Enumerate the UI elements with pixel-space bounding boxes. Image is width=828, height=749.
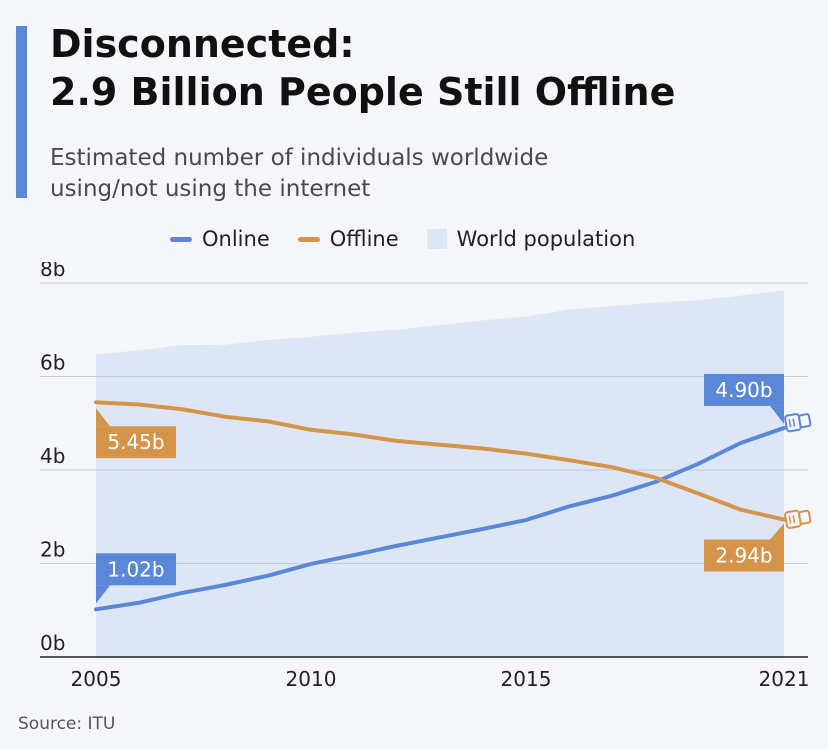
y-tick-label: 6b bbox=[40, 351, 65, 375]
callout-pointer bbox=[770, 405, 784, 424]
legend-swatch-offline bbox=[297, 236, 320, 242]
chart-subtitle: Estimated number of individuals worldwid… bbox=[50, 143, 548, 205]
data-label: 1.02b bbox=[107, 557, 164, 581]
online-line bbox=[94, 425, 786, 612]
callout-pointer bbox=[96, 408, 110, 427]
legend-item-online: Online bbox=[170, 227, 270, 251]
plug-detail bbox=[788, 515, 792, 524]
source-note: Source: ITU bbox=[18, 714, 116, 734]
legend-item-offline: Offline bbox=[297, 227, 399, 251]
title-line-2: 2.9 Billion People Still Offline bbox=[50, 70, 676, 114]
chart-title: Disconnected: 2.9 Billion People Still O… bbox=[50, 20, 675, 116]
legend-label-online: Online bbox=[202, 227, 270, 251]
offline-line bbox=[94, 400, 786, 522]
plug-head bbox=[798, 509, 812, 525]
plug-detail bbox=[788, 419, 792, 428]
y-tick-label: 4b bbox=[40, 444, 65, 468]
legend-swatch-population bbox=[426, 229, 447, 249]
callout-pointer bbox=[96, 585, 110, 604]
population-area bbox=[96, 290, 784, 657]
subtitle-line-2: using/not using the internet bbox=[50, 176, 371, 202]
legend-label-offline: Offline bbox=[329, 227, 399, 251]
plug-detail bbox=[792, 515, 796, 524]
legend: Online Offline World population bbox=[170, 224, 635, 254]
callout-box bbox=[704, 373, 784, 406]
callout-pointer bbox=[770, 523, 784, 540]
x-tick-label: 2015 bbox=[501, 667, 552, 691]
line-chart: 0b 2b 4b 6b 8b 2005 2010 2015 2021 5.45b 1.02b 4.90… bbox=[40, 262, 812, 691]
y-tick-label: 2b bbox=[40, 538, 65, 562]
y-tick-label: 8b bbox=[40, 262, 65, 281]
title-line-1: Disconnected: bbox=[50, 22, 355, 66]
legend-swatch-online bbox=[170, 236, 192, 242]
callout-box bbox=[96, 426, 176, 459]
legend-label-population: World population bbox=[456, 227, 636, 251]
cable-plug-icon bbox=[784, 509, 812, 529]
plug-detail bbox=[792, 418, 796, 427]
y-tick-label: 0b bbox=[40, 631, 65, 655]
data-label: 5.45b bbox=[107, 430, 164, 454]
x-tick-label: 2010 bbox=[286, 667, 337, 691]
data-label: 4.90b bbox=[715, 378, 772, 402]
x-tick-label: 2021 bbox=[759, 667, 810, 691]
legend-item-population: World population bbox=[426, 227, 636, 251]
cable-plug-icon bbox=[784, 413, 812, 433]
callout-box bbox=[704, 539, 784, 572]
callout-box bbox=[96, 553, 176, 586]
x-tick-label: 2005 bbox=[71, 667, 122, 691]
plug-head bbox=[798, 413, 812, 429]
subtitle-line-1: Estimated number of individuals worldwid… bbox=[50, 145, 549, 171]
data-label: 2.94b bbox=[715, 544, 772, 568]
accent-bar bbox=[16, 26, 27, 198]
